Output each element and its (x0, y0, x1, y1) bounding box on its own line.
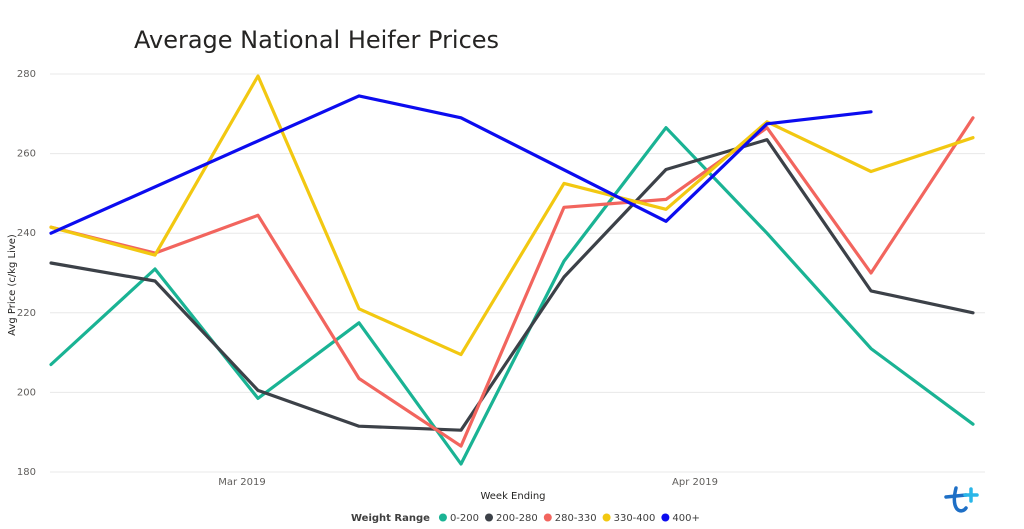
y-tick-label: 180 (17, 467, 36, 478)
series-line-400+ (49, 94, 873, 235)
legend[interactable]: Weight Range 0-200 200-280 280-330 330-400 4… (351, 513, 700, 524)
y-tick-label: 260 (17, 149, 36, 160)
x-axis-ticks: Mar 2019 Apr 2019 (218, 477, 718, 488)
t-plus-logo-icon (944, 486, 979, 513)
x-axis-title: Week Ending (480, 491, 545, 502)
legend-marker (602, 513, 611, 522)
legend-item-0-200[interactable]: 0-200 (438, 513, 479, 524)
legend-title: Weight Range (351, 513, 430, 524)
x-tick-label: Mar 2019 (218, 477, 266, 488)
gridlines (50, 73, 985, 473)
y-tick-label: 200 (17, 387, 36, 398)
legend-marker (485, 513, 493, 522)
legend-label: 200-280 (496, 513, 538, 524)
series-line-200-280 (49, 138, 975, 432)
legend-label: 280-330 (555, 513, 597, 524)
series-line-0-200 (49, 126, 975, 466)
legend-item-330-400[interactable]: 330-400 (602, 513, 656, 524)
y-axis-ticks: 180 200 220 240 260 280 (17, 69, 36, 478)
legend-label: 400+ (672, 513, 699, 524)
legend-label: 330-400 (614, 513, 656, 524)
y-tick-label: 240 (17, 228, 36, 239)
legend-item-280-330[interactable]: 280-330 (543, 513, 597, 524)
legend-marker (543, 513, 552, 522)
x-tick-label: Apr 2019 (672, 477, 718, 488)
y-tick-label: 280 (17, 69, 36, 80)
legend-item-200-280[interactable]: 200-280 (485, 513, 538, 524)
legend-item-400+[interactable]: 400+ (661, 513, 700, 524)
legend-label: 0-200 (450, 513, 479, 524)
chart-title: Average National Heifer Prices (134, 26, 499, 54)
y-tick-label: 220 (17, 308, 36, 319)
y-axis-title: Avg Price (c/kg Live) (7, 234, 18, 336)
legend-marker (438, 513, 447, 522)
series-line-280-330 (49, 116, 975, 448)
legend-marker (661, 513, 670, 522)
series-lines (49, 74, 975, 466)
